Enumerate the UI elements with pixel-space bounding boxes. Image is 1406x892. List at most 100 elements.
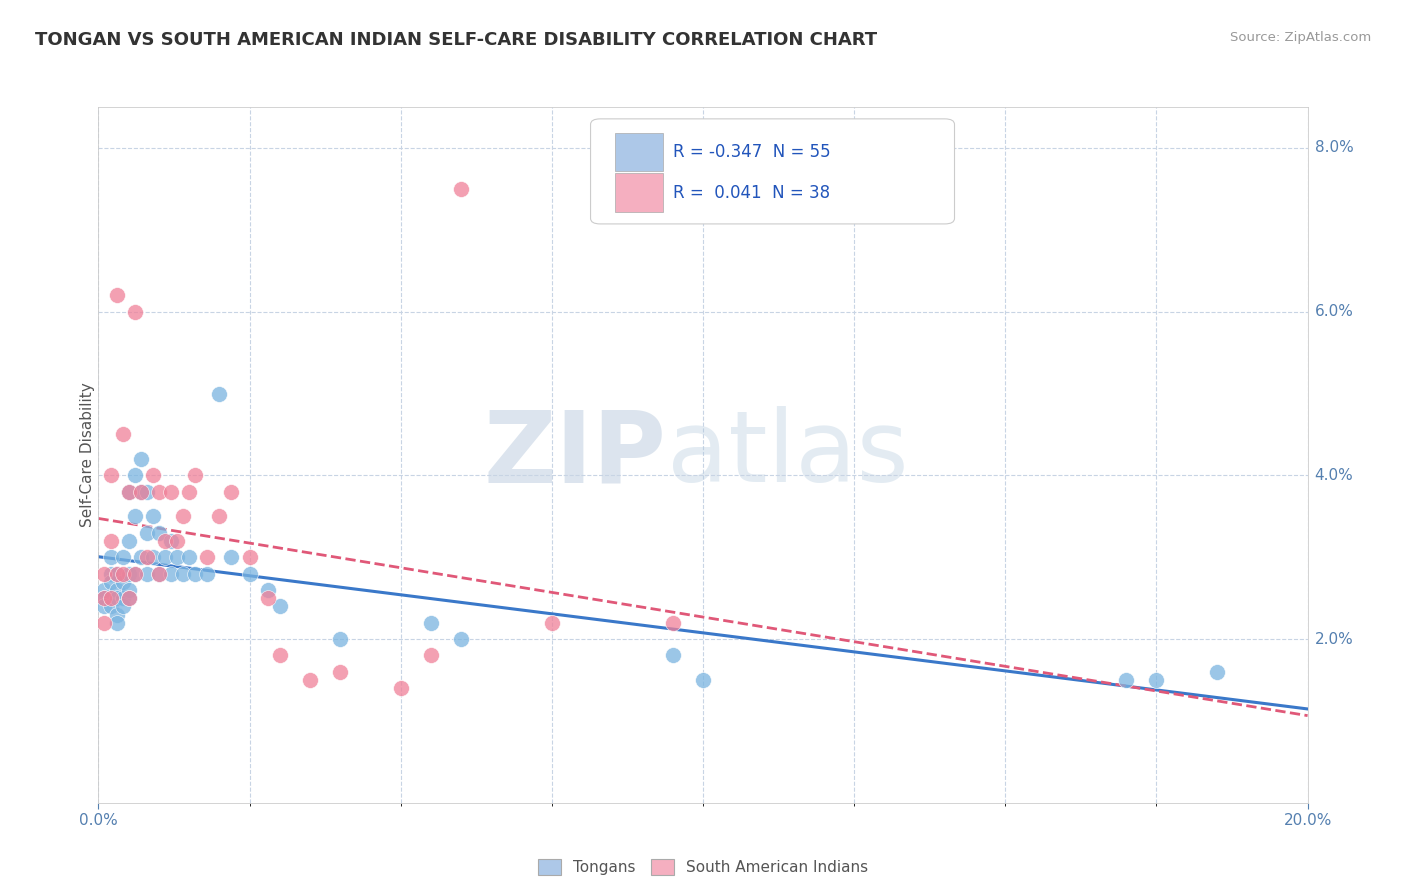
Text: TONGAN VS SOUTH AMERICAN INDIAN SELF-CARE DISABILITY CORRELATION CHART: TONGAN VS SOUTH AMERICAN INDIAN SELF-CAR… [35, 31, 877, 49]
Point [118, 566, 141, 581]
Point [135, 566, 157, 581]
Point [129, 550, 152, 565]
Point [118, 484, 141, 499]
Point [111, 566, 134, 581]
Point [221, 550, 243, 565]
Point [111, 574, 134, 589]
Text: atlas: atlas [666, 407, 908, 503]
Point [93, 615, 115, 630]
FancyBboxPatch shape [591, 119, 955, 224]
Point [153, 550, 176, 565]
Point [93, 582, 115, 597]
Point [661, 648, 683, 663]
Point [148, 566, 170, 581]
Point [142, 509, 165, 524]
Point [153, 533, 176, 548]
Point [208, 509, 231, 524]
Text: 4.0%: 4.0% [1315, 468, 1354, 483]
Point [118, 533, 141, 548]
Point [93, 599, 115, 614]
Text: 2.0%: 2.0% [1315, 632, 1354, 647]
Point [239, 550, 262, 565]
Point [124, 566, 146, 581]
Point [111, 427, 134, 442]
Point [1206, 665, 1229, 679]
Point [135, 550, 157, 565]
Point [105, 566, 128, 581]
Point [135, 525, 157, 540]
Point [148, 525, 170, 540]
Point [329, 665, 352, 679]
Point [118, 591, 141, 606]
Point [329, 632, 352, 646]
Point [100, 468, 122, 483]
Point [100, 591, 122, 606]
Point [105, 591, 128, 606]
Point [166, 533, 188, 548]
Point [1144, 673, 1167, 687]
Text: R = -0.347  N = 55: R = -0.347 N = 55 [672, 144, 831, 161]
Point [105, 615, 128, 630]
Text: Source: ZipAtlas.com: Source: ZipAtlas.com [1230, 31, 1371, 45]
Point [450, 182, 472, 196]
Point [239, 566, 262, 581]
Point [135, 484, 157, 499]
Point [208, 386, 231, 401]
Point [184, 468, 207, 483]
Point [172, 566, 194, 581]
Bar [614, 133, 664, 171]
Point [389, 681, 412, 696]
Point [93, 591, 115, 606]
Y-axis label: Self-Care Disability: Self-Care Disability [80, 383, 94, 527]
Point [450, 632, 472, 646]
Point [269, 648, 291, 663]
Text: 8.0%: 8.0% [1315, 140, 1354, 155]
Point [100, 566, 122, 581]
Point [129, 484, 152, 499]
Point [269, 599, 291, 614]
Point [124, 509, 146, 524]
Legend: Tongans, South American Indians: Tongans, South American Indians [538, 859, 868, 875]
Point [100, 550, 122, 565]
Point [166, 550, 188, 565]
Point [105, 582, 128, 597]
Point [256, 582, 278, 597]
Text: ZIP: ZIP [484, 407, 666, 503]
Point [540, 615, 562, 630]
Point [142, 550, 165, 565]
Point [124, 304, 146, 318]
Point [129, 484, 152, 499]
Point [105, 607, 128, 622]
Point [124, 468, 146, 483]
Point [172, 509, 194, 524]
Bar [614, 173, 664, 211]
Point [111, 550, 134, 565]
Point [195, 566, 218, 581]
Point [148, 566, 170, 581]
Text: 6.0%: 6.0% [1315, 304, 1354, 319]
Point [100, 574, 122, 589]
Point [160, 484, 183, 499]
Point [111, 599, 134, 614]
Point [1115, 673, 1137, 687]
Point [177, 484, 201, 499]
Point [124, 566, 146, 581]
Point [129, 452, 152, 467]
Point [100, 533, 122, 548]
Point [195, 550, 218, 565]
Point [142, 468, 165, 483]
Point [692, 673, 714, 687]
Point [93, 591, 115, 606]
Point [105, 288, 128, 302]
Point [111, 591, 134, 606]
Point [100, 599, 122, 614]
Point [118, 591, 141, 606]
Point [184, 566, 207, 581]
Point [160, 566, 183, 581]
Point [105, 566, 128, 581]
Point [256, 591, 278, 606]
Point [419, 648, 441, 663]
Point [221, 484, 243, 499]
Text: R =  0.041  N = 38: R = 0.041 N = 38 [672, 184, 830, 202]
Point [118, 582, 141, 597]
